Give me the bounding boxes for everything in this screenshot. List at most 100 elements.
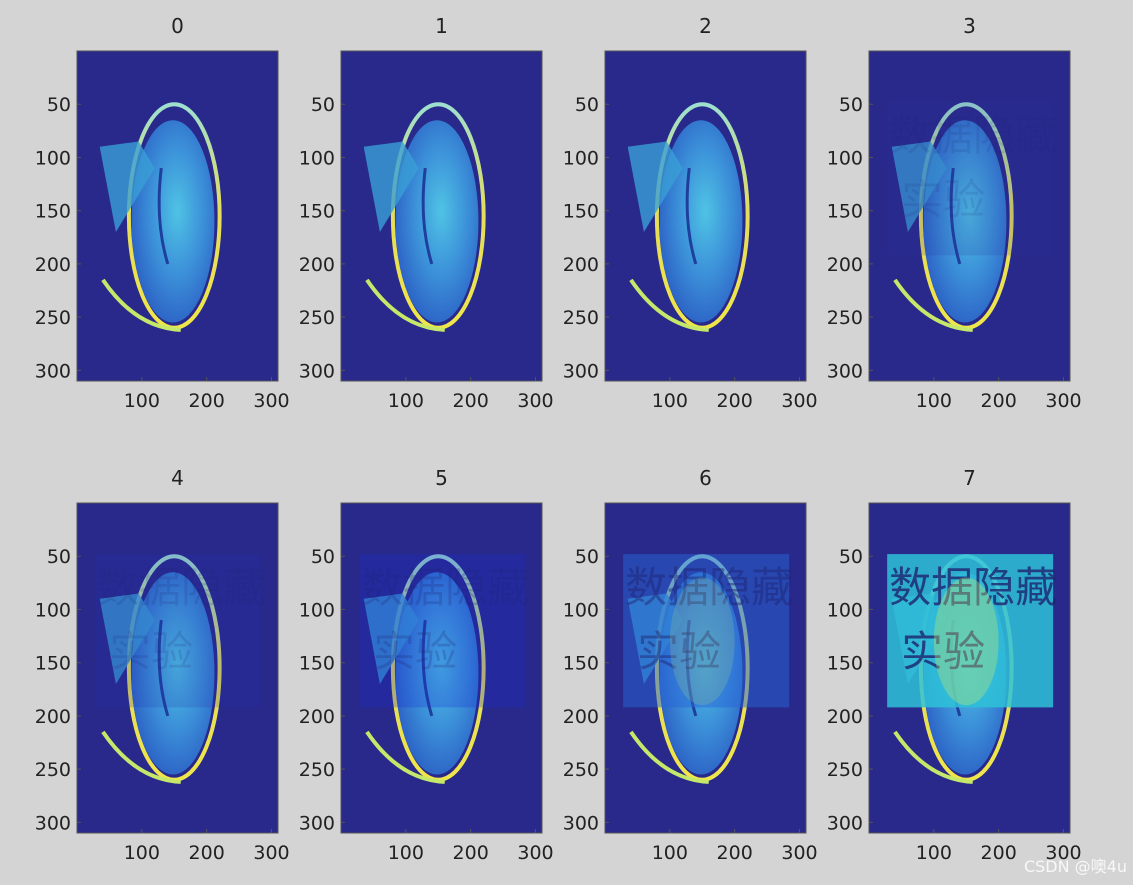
- x-tick-label: 300: [781, 842, 817, 864]
- neck-highlight: [101, 730, 181, 784]
- ventricle: [157, 167, 170, 265]
- y-tick-label: 150: [299, 201, 335, 223]
- neck-highlight: [893, 730, 973, 784]
- ventricle: [157, 619, 170, 717]
- watermark-box: [623, 554, 790, 708]
- y-tick-label: 200: [827, 254, 863, 276]
- watermark-text: 实验: [109, 627, 193, 676]
- y-tick-label: 50: [311, 546, 335, 568]
- axes-frame: [604, 50, 807, 382]
- y-tick-label: 300: [563, 812, 599, 834]
- panel-0: 0 50 100 150 200 250 300 100 200 300: [35, 14, 290, 412]
- x-tick-label: 100: [652, 390, 688, 412]
- watermark-text: 数据隐藏: [361, 563, 529, 612]
- x-tick-label: 100: [124, 842, 160, 864]
- brightened-region: [669, 577, 735, 706]
- y-tick-label: 250: [563, 759, 599, 781]
- x-tick-label: 100: [916, 842, 952, 864]
- y-tick-label: 100: [563, 599, 599, 621]
- x-tick-label: 200: [981, 842, 1017, 864]
- neck-highlight: [629, 278, 709, 332]
- x-tick-label: 200: [717, 842, 753, 864]
- y-tick-label: 200: [563, 706, 599, 728]
- x-tick-label: 300: [781, 390, 817, 412]
- y-tick-label: 100: [827, 147, 863, 169]
- neck-highlight: [101, 278, 181, 332]
- y-tick-label: 100: [299, 599, 335, 621]
- watermark-box: [95, 554, 262, 708]
- y-tick-label: 150: [563, 201, 599, 223]
- y-tick-label: 100: [299, 147, 335, 169]
- panel-title: 5: [435, 466, 448, 490]
- face-tissue: [891, 141, 947, 232]
- y-tick-label: 250: [299, 307, 335, 329]
- x-tick-label: 100: [124, 390, 160, 412]
- y-tick-label: 250: [827, 759, 863, 781]
- watermark-box: [887, 102, 1054, 256]
- axes-frame: [340, 50, 543, 382]
- watermark-text: 数据隐藏: [97, 563, 265, 612]
- panel-title: 1: [435, 14, 448, 38]
- face-tissue: [627, 141, 683, 232]
- watermark-box: [359, 554, 526, 708]
- x-tick-label: 200: [453, 842, 489, 864]
- y-tick-label: 150: [563, 653, 599, 675]
- y-tick-label: 150: [35, 653, 71, 675]
- y-tick-label: 300: [563, 360, 599, 382]
- panel-title: 6: [699, 466, 712, 490]
- panel-title: 7: [963, 466, 976, 490]
- x-tick-label: 100: [916, 390, 952, 412]
- y-tick-label: 150: [827, 653, 863, 675]
- y-tick-label: 100: [827, 599, 863, 621]
- y-tick-label: 50: [47, 546, 71, 568]
- mri-image: [363, 102, 486, 332]
- neck-highlight: [629, 730, 709, 784]
- ventricle: [421, 619, 434, 717]
- mri-image: [99, 102, 222, 332]
- face-tissue: [99, 593, 155, 684]
- panel-title: 2: [699, 14, 712, 38]
- axes-frame: [868, 50, 1071, 382]
- y-tick-label: 150: [35, 201, 71, 223]
- x-tick-label: 300: [517, 390, 553, 412]
- x-tick-label: 300: [253, 390, 289, 412]
- watermark-text: 实验: [901, 175, 985, 224]
- watermark-text: 实验: [373, 627, 457, 676]
- ventricle: [685, 167, 698, 265]
- y-tick-label: 50: [575, 94, 599, 116]
- watermark-box: [887, 554, 1054, 708]
- axes-frame: [76, 50, 279, 382]
- y-tick-label: 50: [575, 546, 599, 568]
- x-tick-label: 300: [517, 842, 553, 864]
- face-tissue: [363, 593, 419, 684]
- y-tick-label: 250: [35, 759, 71, 781]
- x-tick-label: 100: [388, 390, 424, 412]
- ventricle: [421, 167, 434, 265]
- panel-title: 3: [963, 14, 976, 38]
- neck-highlight: [365, 278, 445, 332]
- x-tick-label: 200: [717, 390, 753, 412]
- brightened-region: [933, 577, 999, 706]
- watermark-text: 实验: [637, 627, 721, 676]
- x-tick-label: 100: [652, 842, 688, 864]
- y-tick-label: 200: [35, 706, 71, 728]
- y-tick-label: 300: [299, 812, 335, 834]
- neck-highlight: [365, 730, 445, 784]
- y-tick-label: 300: [35, 360, 71, 382]
- x-tick-label: 200: [189, 390, 225, 412]
- ventricle: [949, 167, 962, 265]
- face-tissue: [99, 141, 155, 232]
- axes-frame: [604, 502, 807, 834]
- y-tick-label: 200: [563, 254, 599, 276]
- y-tick-label: 300: [299, 360, 335, 382]
